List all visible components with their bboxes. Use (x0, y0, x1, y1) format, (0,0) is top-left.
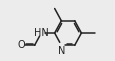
Text: N: N (57, 46, 65, 56)
Text: O: O (17, 40, 25, 50)
Text: HN: HN (34, 28, 48, 38)
